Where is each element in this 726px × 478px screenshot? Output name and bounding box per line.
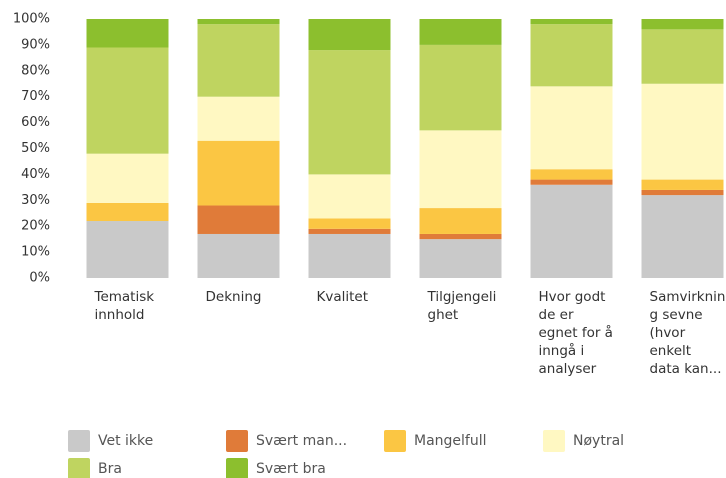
bar-segment (641, 189, 724, 196)
bar-segment (641, 179, 724, 190)
bar-segment (308, 50, 391, 175)
legend-label: Bra (98, 461, 122, 477)
x-tick-label: Kvalitet (316, 289, 369, 305)
y-tick-label: 60% (21, 115, 50, 130)
legend-item: Vet ikke (68, 430, 153, 452)
bar-segment (419, 239, 502, 278)
legend-swatch (68, 430, 90, 452)
y-tick-label: 90% (21, 37, 50, 52)
bar-segment (86, 153, 169, 203)
bar-segment (197, 19, 280, 25)
y-tick-label: 80% (21, 63, 50, 78)
bar-segment (86, 19, 169, 48)
y-tick-label: 0% (29, 271, 50, 286)
bar-segment (530, 19, 613, 25)
y-tick-label: 10% (21, 245, 50, 260)
bar-segment (530, 24, 613, 87)
bar-segment (308, 19, 391, 51)
x-tick-label: Samvirkning sevne (hvor enkelt data kan.… (649, 289, 726, 377)
bar-segment (86, 47, 169, 154)
x-tick-label: Tematisk innhold (94, 289, 155, 323)
legend-item: Bra (68, 458, 122, 478)
x-tick-label: Dekning (205, 289, 262, 305)
bar-segment (308, 228, 391, 234)
bar-segment (86, 202, 169, 222)
legend-label: Svært bra (256, 461, 326, 477)
bar-segment (197, 24, 280, 97)
legend-item: Svært man... (226, 430, 347, 452)
bar-segment (641, 29, 724, 84)
bar-segment (308, 233, 391, 278)
legend-label: Svært man... (256, 433, 348, 449)
bar-segment (530, 184, 613, 278)
bar-segment (308, 174, 391, 219)
bar-segment (86, 221, 169, 278)
y-tick-label: 20% (21, 219, 50, 234)
legend-swatch (68, 458, 90, 478)
legend-item: Svært bra (226, 458, 326, 478)
x-tick-label: Hvor godt de er egnet for å inngå i anal… (538, 289, 613, 377)
bar-segment (641, 83, 724, 180)
y-tick-label: 30% (21, 193, 50, 208)
bar-segment (419, 130, 502, 209)
bar-segment (197, 96, 280, 141)
bar-segment (419, 19, 502, 45)
bar-segment (530, 86, 613, 170)
legend-item: Nøytral (543, 430, 624, 452)
legend-label: Vet ikke (98, 433, 154, 449)
bar-segment (419, 208, 502, 234)
bar-segment (197, 205, 280, 234)
y-tick-label: 70% (21, 89, 50, 104)
legend-label: Nøytral (573, 433, 625, 449)
legend-swatch (226, 458, 248, 478)
bar-segment (419, 233, 502, 240)
y-tick-label: 40% (21, 167, 50, 182)
bar-segment (419, 44, 502, 131)
bar-segment (308, 218, 391, 229)
bar-segment (530, 179, 613, 185)
legend-swatch (226, 430, 248, 452)
legend-item: Mangelfull (384, 430, 487, 452)
bar-segment (197, 233, 280, 278)
bar-segment (641, 195, 724, 278)
bar-segment (641, 19, 724, 30)
y-tick-label: 100% (13, 12, 50, 27)
legend-label: Mangelfull (414, 433, 487, 449)
bar-segment (197, 140, 280, 206)
y-tick-label: 50% (21, 141, 50, 156)
legend-swatch (543, 430, 565, 452)
legend-swatch (384, 430, 406, 452)
x-tick-label: Tilgjengeli ghet (427, 289, 497, 323)
bar-segment (530, 169, 613, 180)
